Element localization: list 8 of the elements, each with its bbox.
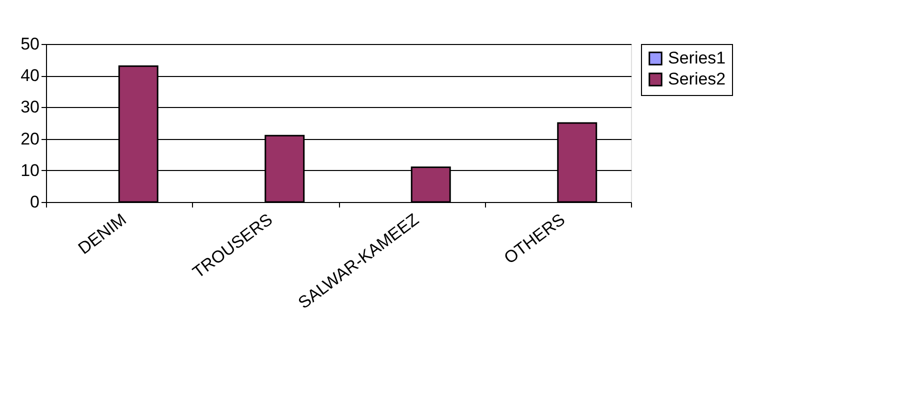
y-tick-label: 0	[30, 192, 40, 212]
y-tick-label: 10	[20, 160, 40, 180]
legend-label: Series2	[668, 70, 726, 88]
y-tick-label: 40	[20, 66, 40, 86]
y-tick-label: 50	[20, 34, 40, 54]
y-tick-label: 20	[20, 129, 40, 148]
legend-label: Series1	[668, 48, 726, 68]
y-tick-label: 30	[20, 98, 40, 117]
